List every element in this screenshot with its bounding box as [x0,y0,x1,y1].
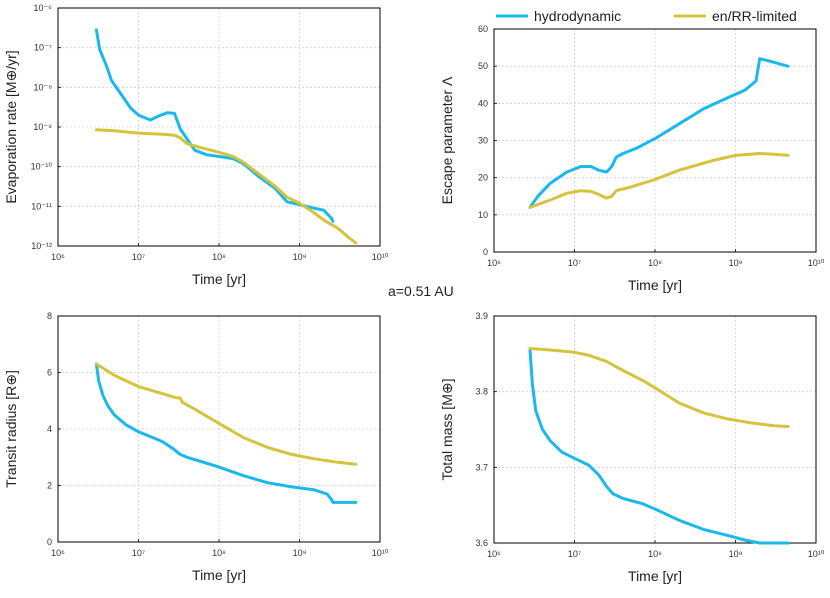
y-axis-label: Total mass [M⊕] [439,379,455,481]
legend-label-hydro: hydrodynamic [534,8,621,24]
y-tick-label: 60 [478,24,488,34]
x-tick-label: 10⁹ [729,258,743,268]
chart-mass: 10⁶ 10⁷ 10⁸ 10⁹ 10¹⁰ 3.6 3.7 3.8 3.9 Time [yr] Tot… [439,311,825,584]
y-axis-label: Evaporation rate [M⊕/yr] [3,50,19,203]
y-tick-label: 2 [47,481,52,491]
legend-label-rr: en/RR-limited [712,8,797,24]
series-line-rr [94,128,358,245]
x-tick-label: 10⁹ [293,252,307,262]
y-tick-label: 6 [47,368,52,378]
y-tick-label: 10⁻⁷ [34,43,52,53]
series-line-rr [94,362,358,466]
x-tick-label: 10¹⁰ [372,548,389,558]
y-tick-label: 30 [478,136,488,146]
series-line-rr [528,347,790,428]
series-line-hydro [528,348,790,545]
y-tick-label: 10⁻⁹ [33,122,52,132]
y-tick-label: 0 [47,537,52,547]
x-tick-label: 10⁸ [212,548,226,558]
y-tick-label: 10⁻¹⁰ [31,162,53,172]
chart-escape: 10⁶ 10⁷ 10⁸ 10⁹ 10¹⁰ 0 10 20 30 40 50 60 Time [yr] Es… [439,24,825,293]
x-tick-label: 10¹⁰ [372,252,389,262]
y-tick-label: 0 [483,247,488,257]
y-tick-label: 8 [47,311,52,321]
x-axis-label: Time [yr] [628,277,682,293]
x-tick-label: 10⁶ [487,549,501,559]
x-tick-label: 10⁶ [51,548,65,558]
x-tick-label: 10⁶ [51,252,65,262]
y-tick-label: 10⁻¹¹ [31,201,52,211]
y-axis-label: Transit radius [R⊕] [3,370,19,488]
x-axis-label: Time [yr] [628,568,682,584]
y-tick-label: 3.9 [475,311,488,321]
y-tick-label: 20 [478,173,488,183]
y-tick-label: 50 [478,61,488,71]
x-tick-label: 10⁹ [729,549,743,559]
series-line-hydro [94,362,358,504]
x-tick-label: 10⁹ [293,548,307,558]
legend: hydrodynamic en/RR-limited [496,8,797,24]
y-tick-label: 3.7 [475,462,488,472]
y-tick-label: 40 [478,98,488,108]
y-tick-label: 10⁻¹² [31,241,52,251]
chart-evap: 10⁶ 10⁷ 10⁸ 10⁹ 10¹⁰ 10⁻¹² 10⁻¹¹ 10⁻¹⁰ 10⁻⁹ 10⁻⁸ 1… [3,3,389,287]
x-tick-label: 10⁷ [132,548,145,558]
y-tick-label: 3.6 [475,538,488,548]
series-line-hydro [94,28,335,223]
x-tick-label: 10⁸ [648,549,662,559]
series-line-rr [528,152,790,209]
x-tick-label: 10¹⁰ [808,549,825,559]
y-tick-label: 10 [478,210,488,220]
x-tick-label: 10⁸ [648,258,662,268]
x-axis-label: Time [yr] [192,567,246,583]
y-tick-label: 10⁻⁸ [33,82,52,92]
x-axis-label: Time [yr] [192,271,246,287]
x-tick-label: 10⁶ [487,258,501,268]
figure-label: a=0.51 AU [388,283,454,299]
x-tick-label: 10⁸ [212,252,226,262]
series-line-hydro [528,57,790,209]
y-axis-label: Escape parameter Λ [439,76,455,204]
chart-radius: 10⁶ 10⁷ 10⁸ 10⁹ 10¹⁰ 0 2 4 6 8 Time [yr] Transit ra… [3,311,389,583]
y-tick-label: 4 [47,424,52,434]
y-tick-label: 3.8 [475,387,488,397]
y-tick-label: 10⁻⁶ [34,3,53,13]
x-tick-label: 10⁷ [132,252,145,262]
x-tick-label: 10¹⁰ [808,258,825,268]
x-tick-label: 10⁷ [568,549,581,559]
x-tick-label: 10⁷ [568,258,581,268]
